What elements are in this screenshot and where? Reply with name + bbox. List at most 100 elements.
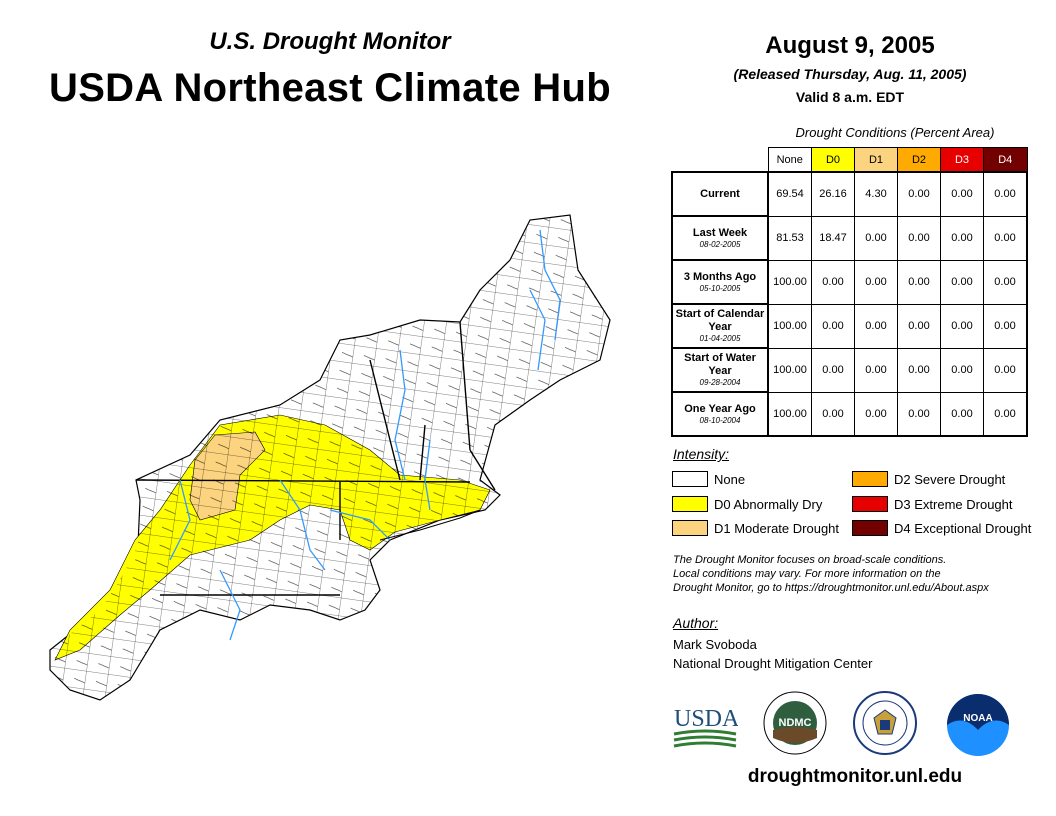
legend-item: D4 Exceptional Drought: [852, 520, 1031, 536]
legend-swatch: [852, 471, 888, 487]
table-cell: 0.00: [854, 391, 898, 437]
table-cell: 0.00: [983, 347, 1028, 393]
drought-conditions-table: None D0 D1 D2 D3 D4 Current 69.54 26.16 4.30 0.00…: [671, 147, 1028, 437]
table-cell: 0.00: [811, 259, 855, 305]
row-label: Start of Water Year 09-28-2004: [671, 347, 769, 393]
author-org: National Drought Mitigation Center: [673, 656, 873, 671]
legend-item: D1 Moderate Drought: [672, 520, 839, 536]
ndmc-logo: NDMC: [763, 691, 827, 755]
table-cell: 81.53: [767, 215, 812, 261]
column-header-d4: D4: [983, 147, 1028, 173]
map-title: USDA Northeast Climate Hub: [49, 66, 611, 110]
legend-heading: Intensity:: [673, 446, 730, 462]
table-cell: 18.47: [811, 215, 855, 261]
table-cell: 0.00: [940, 391, 984, 437]
row-date: 05-10-2005: [699, 283, 741, 293]
legend-label: D4 Exceptional Drought: [894, 520, 1032, 536]
table-cell: 0.00: [897, 171, 941, 217]
row-date: 01-04-2005: [699, 334, 741, 343]
table-cell: 0.00: [897, 391, 941, 437]
legend-item: D3 Extreme Drought: [852, 496, 1013, 512]
table-cell: 0.00: [854, 215, 898, 261]
legend-item: D0 Abnormally Dry: [672, 496, 822, 512]
legend-label: None: [714, 471, 746, 487]
table-cell: 0.00: [854, 259, 898, 305]
valid-time: Valid 8 a.m. EDT: [795, 89, 905, 105]
commerce-seal: [853, 691, 917, 755]
ndmc-logo-text: NDMC: [779, 717, 812, 729]
table-cell: 0.00: [897, 347, 941, 393]
table-row: 3 Months Ago 05-10-2005 100.00 0.00 0.00 0.00…: [671, 259, 1028, 305]
column-header-none: None: [767, 147, 812, 173]
legend-label: D2 Severe Drought: [894, 471, 1006, 487]
table-row: Last Week 08-02-2005 81.53 18.47 0.00 0.00 0.0…: [671, 215, 1028, 261]
table-corner: [672, 148, 768, 173]
row-label-text: Start of Water Year: [684, 352, 756, 377]
table-cell: 0.00: [940, 347, 984, 393]
table-cell: 0.00: [940, 303, 984, 349]
table-cell: 0.00: [983, 303, 1028, 349]
row-label: One Year Ago 08-10-2004: [671, 391, 769, 437]
usda-logo-text: USDA: [674, 706, 738, 732]
legend-swatch: [672, 496, 708, 512]
table-cell: 0.00: [983, 259, 1028, 305]
author-name: Mark Svoboda: [673, 637, 757, 652]
legend-swatch: [672, 471, 708, 487]
noaa-logo-text: NOAA: [963, 713, 992, 724]
row-date: 08-10-2004: [699, 415, 741, 425]
table-cell: 69.54: [767, 171, 812, 217]
column-header-d0: D0: [811, 147, 855, 173]
release-date: (Released Thursday, Aug. 11, 2005): [733, 66, 967, 82]
table-cell: 100.00: [767, 347, 812, 393]
table-cell: 0.00: [811, 391, 855, 437]
table-row: Current 69.54 26.16 4.30 0.00 0.00 0.00: [671, 171, 1028, 217]
legend-item: None: [672, 471, 745, 487]
river: [169, 229, 561, 641]
table-cell: 0.00: [811, 303, 855, 349]
row-date: 08-02-2005: [699, 239, 741, 249]
table-cell: 0.00: [940, 259, 984, 305]
legend-label: D0 Abnormally Dry: [714, 496, 823, 512]
table-cell: 0.00: [983, 171, 1028, 217]
disclaimer-note: The Drought Monitor focuses on broad-sca…: [673, 553, 1043, 595]
legend-item: D2 Severe Drought: [852, 471, 1005, 487]
legend-label: D1 Moderate Drought: [714, 520, 840, 536]
table-cell: 100.00: [767, 303, 812, 349]
table-row: Start of Calendar Year 01-04-2005 100.00 0.…: [671, 303, 1028, 349]
table-row: One Year Ago 08-10-2004 100.00 0.00 0.00 0.00…: [671, 391, 1028, 437]
row-label-text: Last Week: [692, 226, 748, 239]
table-cell: 0.00: [897, 259, 941, 305]
table-cell: 0.00: [897, 303, 941, 349]
note-line: Local conditions may vary. For more info…: [673, 568, 941, 580]
row-label-text: One Year Ago: [684, 402, 756, 415]
drought-map: [49, 214, 611, 701]
table-cell: 0.00: [983, 391, 1028, 437]
column-header-d1: D1: [854, 147, 898, 173]
table-caption: Drought Conditions (Percent Area): [795, 125, 995, 140]
table-cell: 0.00: [854, 347, 898, 393]
row-label-text: Start of Calendar Year: [675, 308, 765, 333]
table-cell: 100.00: [767, 391, 812, 437]
table-cell: 0.00: [897, 215, 941, 261]
column-header-d2: D2: [897, 147, 941, 173]
row-date: 09-28-2004: [699, 378, 741, 387]
usda-logo: USDA: [673, 706, 738, 748]
row-label-text: Current: [700, 187, 740, 200]
website-url: droughtmonitor.unl.edu: [747, 766, 963, 787]
table-cell: 0.00: [854, 303, 898, 349]
noaa-logo: NOAA: [947, 694, 1009, 756]
note-line: The Drought Monitor focuses on broad-sca…: [673, 554, 947, 566]
map-subtitle: U.S. Drought Monitor: [209, 28, 451, 55]
column-header-d3: D3: [940, 147, 984, 173]
table-cell: 100.00: [767, 259, 812, 305]
table-row: Start of Water Year 09-28-2004 100.00 0.00 0…: [671, 347, 1028, 393]
table-cell: 0.00: [983, 215, 1028, 261]
legend-swatch: [852, 520, 888, 536]
table-cell: 4.30: [854, 171, 898, 217]
note-line: Drought Monitor, go to https://droughtmo…: [673, 582, 989, 594]
table-cell: 26.16: [811, 171, 855, 217]
row-label-text: 3 Months Ago: [683, 270, 757, 283]
legend-swatch: [672, 520, 708, 536]
legend-label: D3 Extreme Drought: [894, 496, 1013, 512]
row-label: Last Week 08-02-2005: [671, 215, 769, 261]
